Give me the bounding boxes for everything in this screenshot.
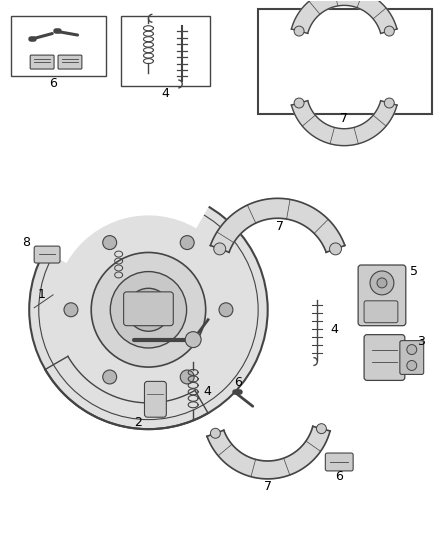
Circle shape: [103, 370, 117, 384]
FancyBboxPatch shape: [34, 246, 60, 263]
Text: 8: 8: [22, 236, 30, 248]
Circle shape: [210, 429, 220, 438]
FancyBboxPatch shape: [364, 301, 398, 322]
FancyBboxPatch shape: [400, 341, 424, 375]
Polygon shape: [210, 198, 345, 252]
Text: 5: 5: [410, 265, 418, 278]
Circle shape: [384, 98, 394, 108]
Circle shape: [127, 288, 170, 332]
Text: 4: 4: [330, 323, 338, 336]
FancyBboxPatch shape: [364, 335, 405, 381]
Circle shape: [219, 303, 233, 317]
Circle shape: [91, 253, 206, 367]
Circle shape: [329, 243, 342, 255]
Text: 6: 6: [336, 471, 343, 483]
Circle shape: [29, 190, 268, 429]
Circle shape: [214, 243, 226, 255]
Polygon shape: [291, 101, 397, 146]
Circle shape: [137, 298, 160, 322]
Wedge shape: [43, 188, 209, 262]
Text: 2: 2: [134, 416, 142, 429]
Text: 7: 7: [264, 480, 272, 494]
Text: 4: 4: [162, 87, 169, 100]
Circle shape: [180, 236, 194, 249]
FancyBboxPatch shape: [124, 292, 173, 326]
Circle shape: [377, 278, 387, 288]
Circle shape: [384, 26, 394, 36]
FancyBboxPatch shape: [145, 382, 166, 417]
Polygon shape: [291, 0, 397, 34]
Text: 1: 1: [37, 288, 45, 301]
Circle shape: [185, 332, 201, 348]
Circle shape: [103, 236, 117, 249]
Circle shape: [294, 98, 304, 108]
Circle shape: [407, 345, 417, 354]
Text: 7: 7: [276, 220, 284, 233]
Circle shape: [407, 360, 417, 370]
Circle shape: [294, 26, 304, 36]
FancyBboxPatch shape: [325, 453, 353, 471]
Bar: [258, 10, 431, 114]
FancyBboxPatch shape: [58, 55, 82, 69]
Polygon shape: [207, 426, 330, 479]
Circle shape: [110, 272, 187, 348]
FancyBboxPatch shape: [358, 265, 406, 326]
Text: 6: 6: [49, 77, 57, 91]
Circle shape: [180, 370, 194, 384]
Text: 7: 7: [340, 112, 348, 125]
Text: 3: 3: [417, 335, 425, 348]
Bar: [11, 17, 106, 76]
FancyBboxPatch shape: [30, 55, 54, 69]
Circle shape: [64, 303, 78, 317]
Circle shape: [317, 424, 326, 434]
Circle shape: [370, 271, 394, 295]
Bar: [120, 17, 210, 86]
Text: 6: 6: [234, 376, 242, 389]
Text: 4: 4: [203, 385, 211, 398]
